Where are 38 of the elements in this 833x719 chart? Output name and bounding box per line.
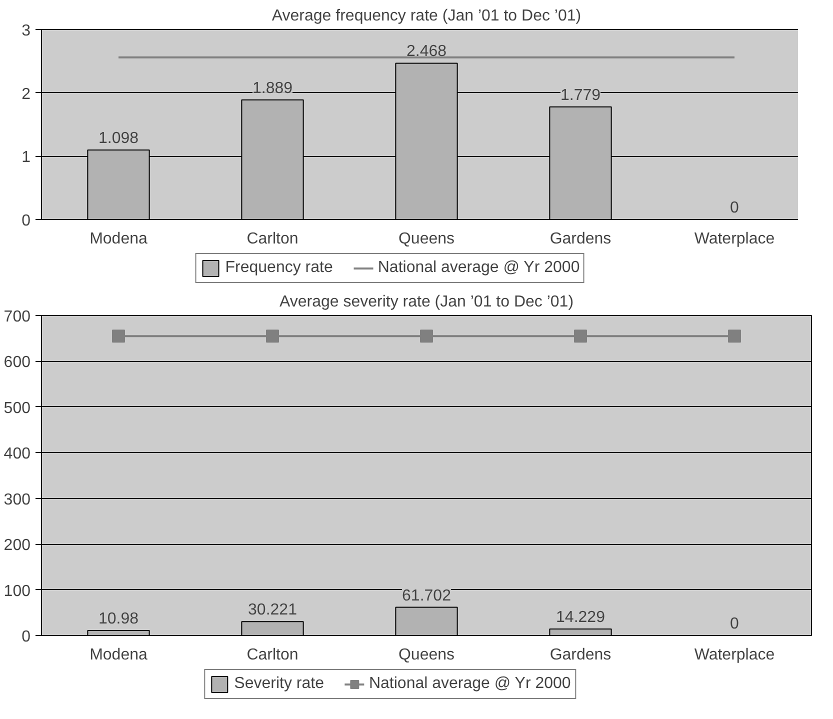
data-label: 0 — [730, 200, 740, 216]
data-label: 14.229 — [556, 608, 606, 626]
data-label: 61.702 — [402, 587, 452, 604]
data-label: 1.098 — [98, 130, 139, 147]
y-tick-label: 0 — [22, 628, 31, 646]
data-label: 0 — [730, 616, 740, 632]
y-tick-label: 700 — [4, 308, 31, 326]
x-tick-label: Queens — [398, 646, 455, 664]
legend-label: National average @ Yr 2000 — [378, 259, 580, 277]
data-label: 30.221 — [248, 602, 298, 619]
y-tick-label: 0 — [22, 212, 31, 230]
x-tick-label: Waterplace — [694, 646, 775, 664]
x-tick-label: Gardens — [550, 230, 612, 248]
legend-label: Severity rate — [234, 675, 324, 693]
y-tick-label: 1 — [22, 149, 31, 166]
legend-label: National average @ Yr 2000 — [368, 675, 571, 693]
x-tick-label: Waterplace — [694, 230, 775, 248]
x-tick-label: Modena — [90, 230, 148, 248]
x-tick-label: Gardens — [550, 646, 612, 664]
x-tick-label: Modena — [90, 646, 148, 664]
data-label: 10.98 — [98, 610, 139, 628]
x-tick-label: Queens — [398, 230, 455, 248]
y-tick-label: 400 — [4, 446, 31, 463]
y-tick-label: 2 — [22, 86, 31, 103]
chart-title: Average frequency rate (Jan ’01 to Dec ’01) — [272, 8, 582, 24]
chart-title: Average severity rate (Jan ’01 to Dec ’01) — [279, 294, 574, 310]
y-tick-label: 600 — [4, 354, 31, 372]
y-tick-label: 3 — [22, 22, 31, 40]
y-tick-label: 300 — [4, 491, 31, 508]
data-label: 2.468 — [406, 43, 447, 60]
x-tick-label: Carlton — [246, 646, 298, 664]
y-tick-label: 500 — [4, 400, 31, 417]
data-label: 1.889 — [252, 80, 293, 97]
y-tick-label: 200 — [4, 537, 31, 554]
data-label: 1.779 — [560, 86, 601, 104]
x-tick-label: Carlton — [246, 230, 298, 248]
legend-label: Frequency rate — [225, 259, 333, 277]
y-tick-label: 100 — [4, 582, 31, 600]
